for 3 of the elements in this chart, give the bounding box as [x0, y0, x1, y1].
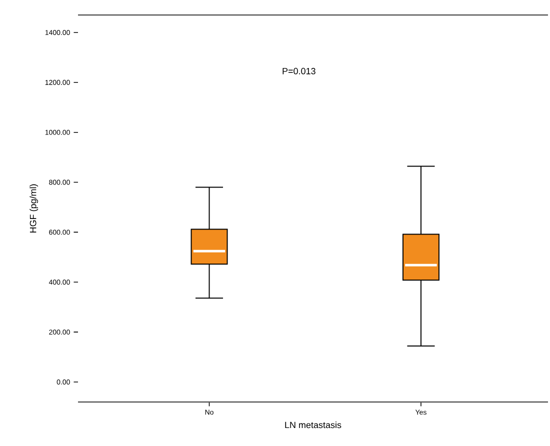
x-axis-title: LN metastasis	[285, 422, 342, 428]
annotation: P=0.013	[282, 68, 316, 74]
y-axis-title: HGF (pg/ml)	[30, 184, 38, 232]
